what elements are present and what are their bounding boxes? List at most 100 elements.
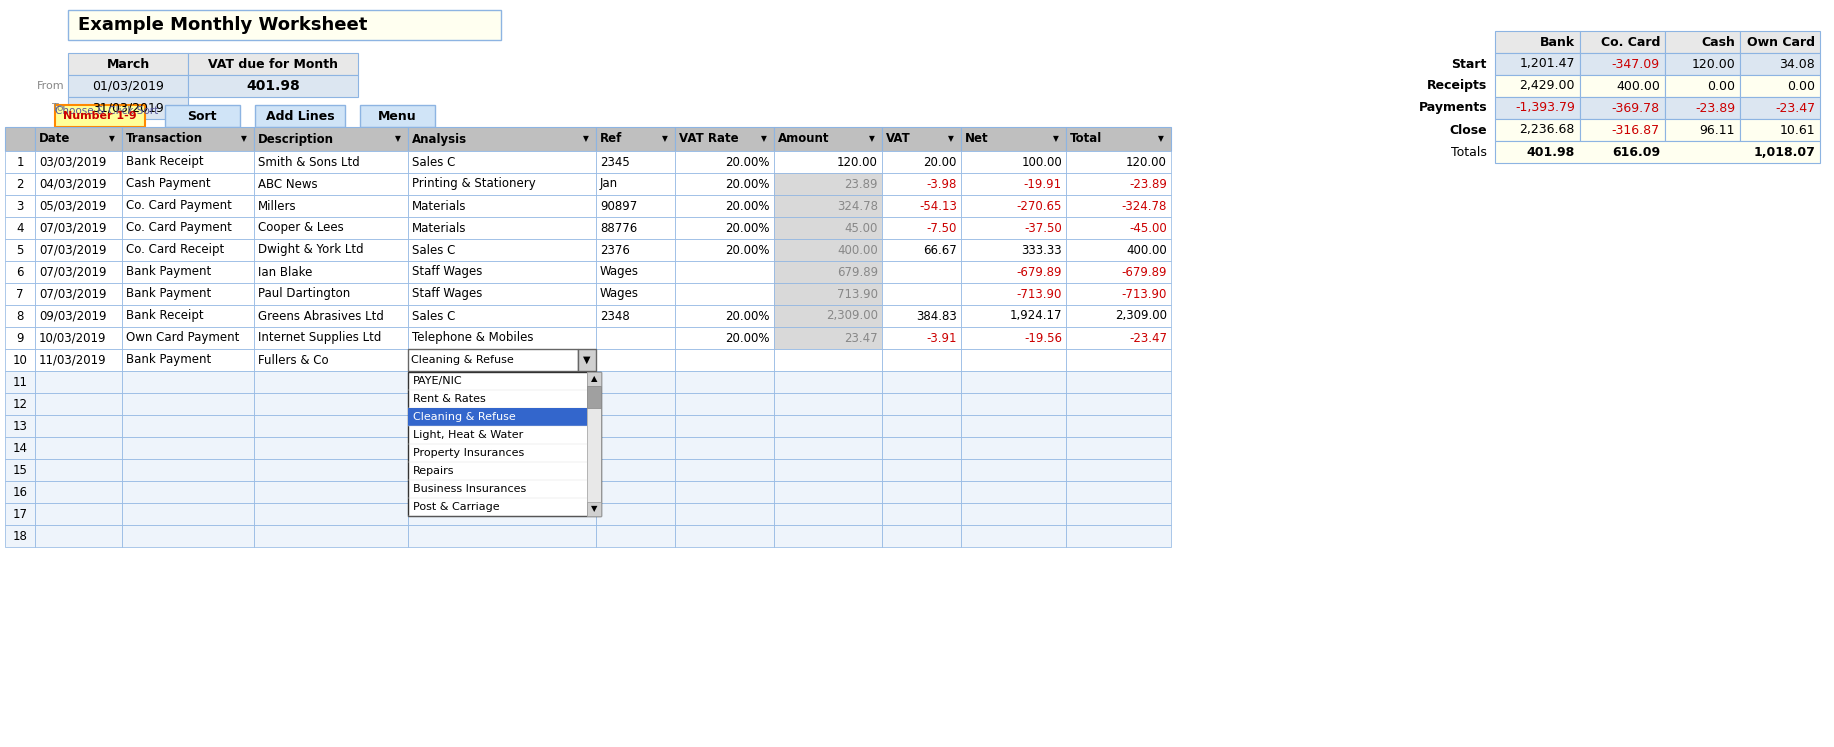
Bar (675, 173, 774, 195)
Text: 333.33: 333.33 (1022, 244, 1062, 256)
Bar (1066, 217, 1170, 239)
Text: Ref: Ref (600, 132, 622, 146)
Bar (774, 173, 882, 195)
Text: 07/03/2019: 07/03/2019 (39, 244, 106, 256)
Bar (961, 393, 1066, 415)
Bar (123, 525, 253, 547)
Bar (596, 503, 675, 525)
Bar (774, 217, 882, 239)
Text: -7.50: -7.50 (926, 222, 957, 235)
Bar (596, 415, 675, 437)
Bar (123, 261, 253, 283)
Bar (596, 481, 675, 503)
Text: -713.90: -713.90 (1122, 288, 1166, 300)
Bar (774, 261, 882, 283)
Bar (253, 437, 407, 459)
Bar (123, 195, 253, 217)
Text: Staff Wages: Staff Wages (413, 288, 482, 300)
Text: ▼: ▼ (1053, 134, 1058, 143)
Text: 18: 18 (13, 530, 28, 542)
Bar (6, 371, 35, 393)
Bar (961, 481, 1066, 503)
Text: Property Insurances: Property Insurances (413, 448, 525, 458)
Bar (253, 481, 407, 503)
Bar (123, 217, 253, 239)
Bar (253, 127, 407, 151)
Bar (882, 305, 961, 327)
Text: 66.67: 66.67 (923, 244, 957, 256)
Text: ▼: ▼ (591, 504, 598, 513)
Text: Description: Description (259, 132, 334, 146)
Bar (6, 503, 35, 525)
Bar (675, 415, 774, 437)
Bar (407, 127, 596, 151)
Text: VAT: VAT (886, 132, 911, 146)
Bar (123, 459, 253, 481)
Bar (35, 503, 123, 525)
Bar (774, 195, 882, 217)
Text: Cleaning & Refuse: Cleaning & Refuse (413, 412, 515, 422)
Text: 16: 16 (13, 486, 28, 498)
Bar (35, 261, 123, 283)
Bar (774, 327, 882, 349)
Bar (1665, 31, 1740, 53)
Bar (35, 239, 123, 261)
Text: Receipts: Receipts (1427, 79, 1487, 93)
Bar (1665, 75, 1740, 97)
Text: Greens Abrasives Ltd: Greens Abrasives Ltd (259, 309, 383, 323)
Text: Cash: Cash (1702, 36, 1735, 49)
Bar (675, 217, 774, 239)
Text: 0.00: 0.00 (1707, 79, 1735, 93)
Bar (1066, 393, 1170, 415)
Text: Ian Blake: Ian Blake (259, 265, 312, 279)
Text: 6: 6 (17, 265, 24, 279)
Bar (123, 437, 253, 459)
Text: ▲: ▲ (591, 374, 598, 383)
Bar (578, 349, 596, 371)
Bar (253, 371, 407, 393)
Bar (6, 195, 35, 217)
Bar (123, 393, 253, 415)
Bar (255, 105, 345, 127)
Text: 2,309.00: 2,309.00 (825, 309, 878, 323)
Text: 1,018.07: 1,018.07 (1753, 146, 1816, 158)
Text: Example Monthly Worksheet: Example Monthly Worksheet (79, 16, 367, 34)
Bar (6, 349, 35, 371)
Text: Printing & Stationery: Printing & Stationery (413, 178, 536, 190)
Bar (675, 195, 774, 217)
Bar (253, 393, 407, 415)
Bar (1581, 119, 1665, 141)
Bar (596, 305, 675, 327)
Bar (961, 459, 1066, 481)
Bar (1740, 31, 1819, 53)
Bar (1581, 75, 1665, 97)
Bar (596, 283, 675, 305)
Text: Payments: Payments (1418, 102, 1487, 114)
Text: -347.09: -347.09 (1612, 58, 1660, 70)
Bar (1740, 75, 1819, 97)
Text: 120.00: 120.00 (1126, 155, 1166, 169)
Bar (1740, 119, 1819, 141)
Bar (596, 173, 675, 195)
Text: 0.00: 0.00 (1786, 79, 1816, 93)
Bar (961, 261, 1066, 283)
Text: 15: 15 (13, 463, 28, 477)
Text: 2345: 2345 (600, 155, 629, 169)
Text: -324.78: -324.78 (1122, 199, 1166, 212)
Bar (587, 372, 602, 516)
Text: 34.08: 34.08 (1779, 58, 1816, 70)
Bar (6, 437, 35, 459)
Bar (6, 239, 35, 261)
Bar (774, 525, 882, 547)
Bar (1066, 481, 1170, 503)
Bar (253, 195, 407, 217)
Text: 8: 8 (17, 309, 24, 323)
Bar (596, 151, 675, 173)
Text: -23.89: -23.89 (1130, 178, 1166, 190)
Bar (35, 459, 123, 481)
Bar (407, 371, 596, 393)
Bar (961, 437, 1066, 459)
Bar (1066, 305, 1170, 327)
Bar (961, 327, 1066, 349)
Bar (1665, 97, 1740, 119)
